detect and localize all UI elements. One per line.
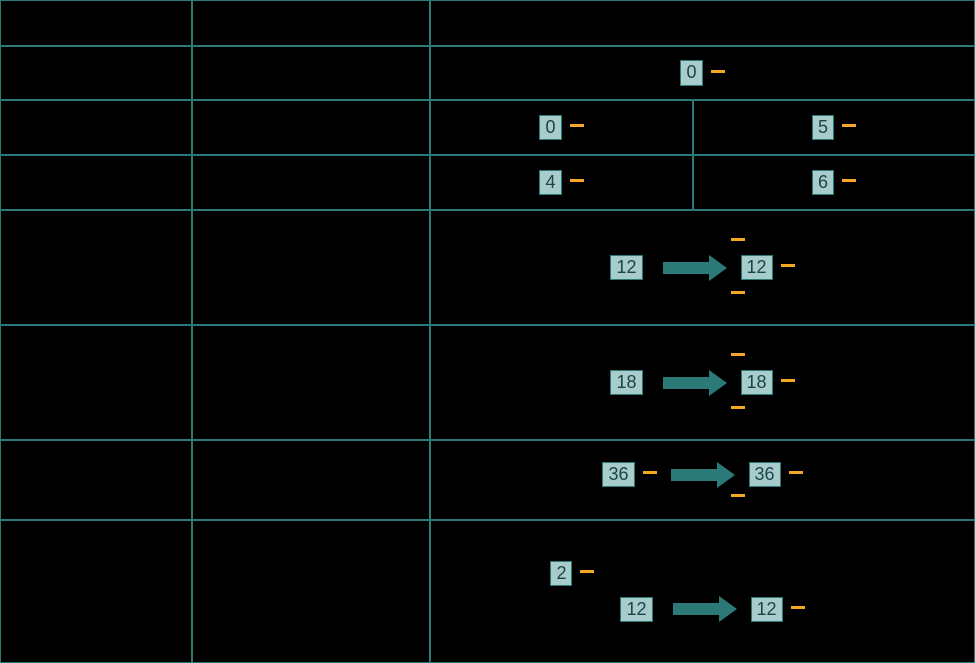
cursor-mark xyxy=(731,291,745,294)
r5-cell-b xyxy=(192,325,430,440)
r5-cell-c: 18 18 xyxy=(430,325,975,440)
value-badge: 0 xyxy=(539,115,561,141)
r1-cell-b xyxy=(192,46,430,100)
r2-cell-d: 5 xyxy=(693,100,975,155)
r1-cell-c: 0 xyxy=(430,46,975,100)
header-cell-c xyxy=(430,0,975,46)
diagram-table: 0 0 5 4 6 xyxy=(0,0,975,663)
cursor-mark xyxy=(711,70,725,73)
value-badge: 2 xyxy=(550,561,572,587)
header-cell-b xyxy=(192,0,430,46)
cursor-mark xyxy=(580,570,594,573)
arrow-icon xyxy=(663,255,727,281)
value-badge: 12 xyxy=(751,597,783,623)
value-badge: 36 xyxy=(602,462,634,488)
cursor-mark xyxy=(731,494,745,497)
r2-cell-a xyxy=(0,100,192,155)
header-cell-a xyxy=(0,0,192,46)
value-badge: 6 xyxy=(812,170,834,196)
r5-cell-a xyxy=(0,325,192,440)
r1-cell-a xyxy=(0,46,192,100)
value-badge: 12 xyxy=(610,255,642,281)
r2-cell-c: 0 xyxy=(430,100,693,155)
r3-cell-b xyxy=(192,155,430,210)
r2-cell-b xyxy=(192,100,430,155)
r6-cell-b xyxy=(192,440,430,520)
cursor-mark xyxy=(731,353,745,356)
cursor-mark xyxy=(781,379,795,382)
arrow-icon xyxy=(673,596,737,622)
arrow-icon xyxy=(671,462,735,488)
value-badge: 18 xyxy=(741,370,773,396)
value-badge: 5 xyxy=(812,115,834,141)
value-badge: 4 xyxy=(539,170,561,196)
cursor-mark xyxy=(789,471,803,474)
value-badge: 18 xyxy=(610,370,642,396)
r6-cell-c: 36 36 xyxy=(430,440,975,520)
r7-cell-b xyxy=(192,520,430,663)
r4-cell-a xyxy=(0,210,192,325)
r3-cell-d: 6 xyxy=(693,155,975,210)
cursor-mark xyxy=(731,238,745,241)
r3-cell-c: 4 xyxy=(430,155,693,210)
cursor-mark xyxy=(781,264,795,267)
r7-cell-a xyxy=(0,520,192,663)
value-badge: 0 xyxy=(680,60,702,86)
r7-cell-c: 2 12 12 xyxy=(430,520,975,663)
value-badge: 12 xyxy=(620,597,652,623)
r3-cell-a xyxy=(0,155,192,210)
cursor-mark xyxy=(791,606,805,609)
cursor-mark xyxy=(731,406,745,409)
cursor-mark xyxy=(570,124,584,127)
r4-cell-c: 12 12 xyxy=(430,210,975,325)
cursor-mark xyxy=(842,179,856,182)
r6-cell-a xyxy=(0,440,192,520)
cursor-mark xyxy=(570,179,584,182)
arrow-icon xyxy=(663,370,727,396)
value-badge: 36 xyxy=(749,462,781,488)
cursor-mark xyxy=(643,471,657,474)
r4-cell-b xyxy=(192,210,430,325)
cursor-mark xyxy=(842,124,856,127)
value-badge: 12 xyxy=(741,255,773,281)
